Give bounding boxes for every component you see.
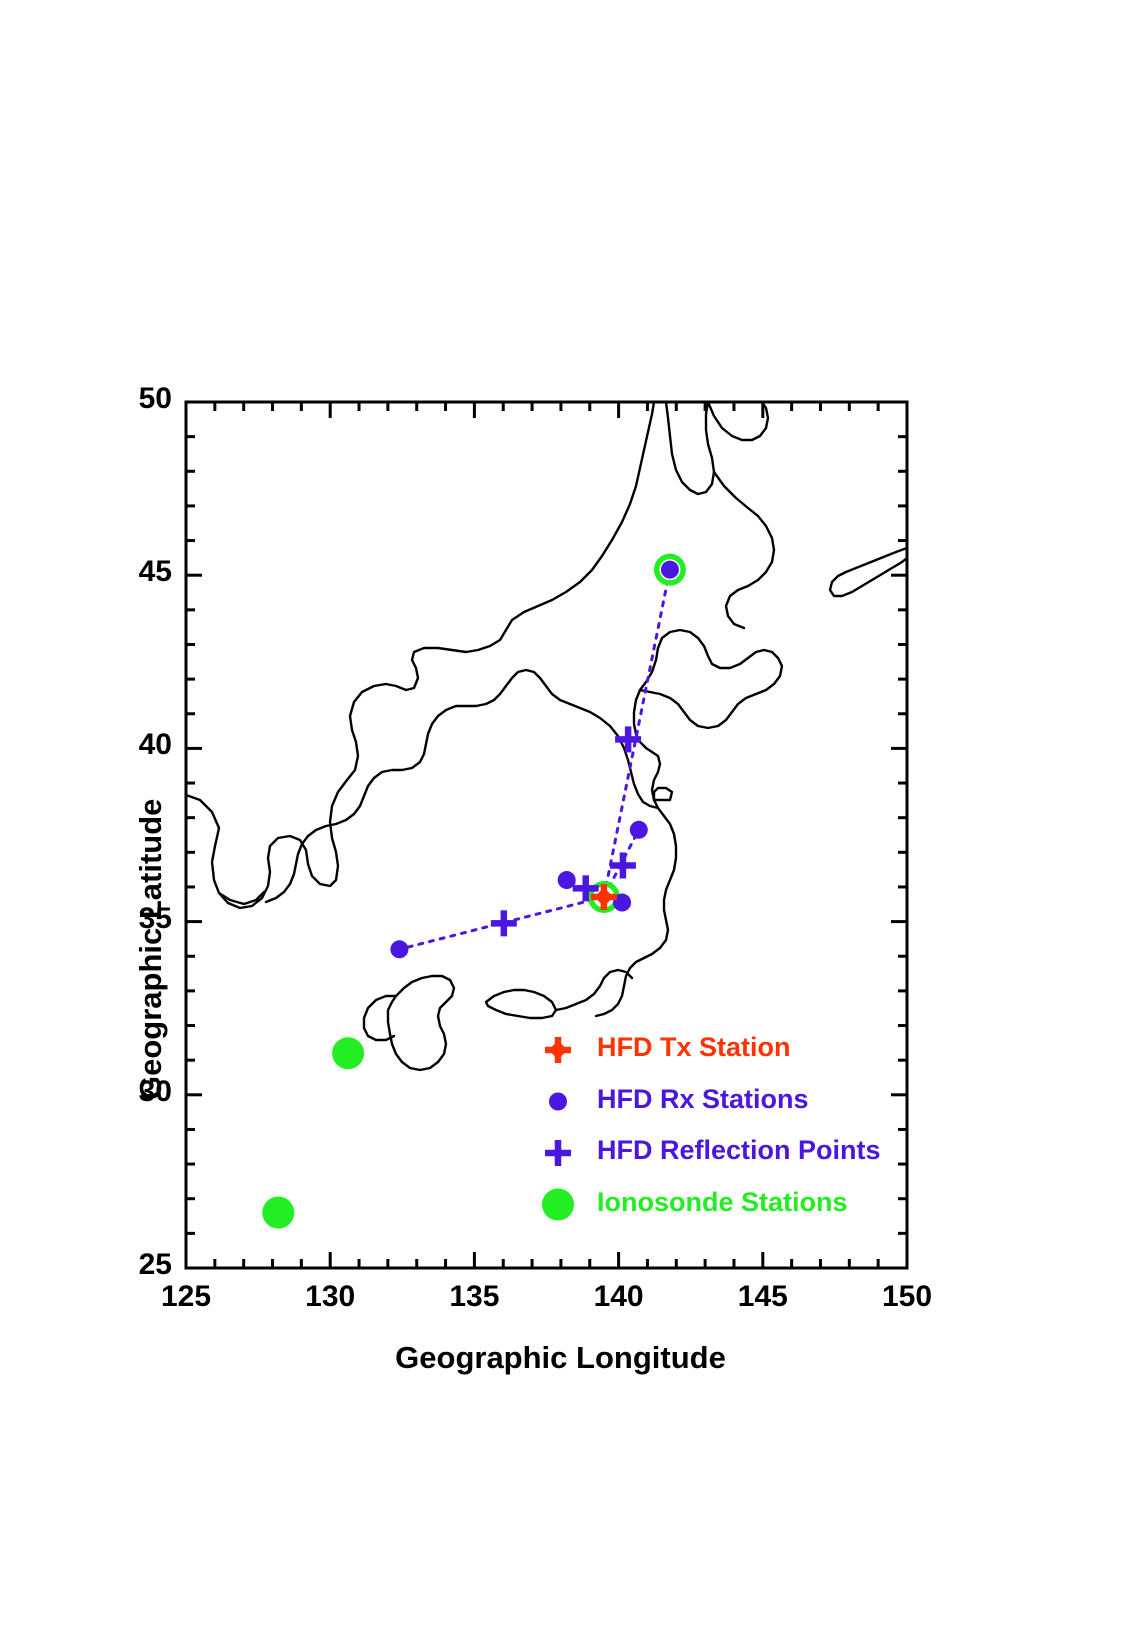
x-tick-label: 145 [737,1280,788,1313]
legend-plus-icon [545,1140,571,1166]
coastline-kuril-arc [712,470,776,630]
coastline-sakhalin [664,402,716,496]
coastline-honshu-north-inlet [652,786,674,802]
legend-label: HFD Rx Stations [597,1083,809,1114]
ionosonde-station-marker [332,1037,365,1070]
x-tick-label: 135 [449,1280,500,1313]
rx-station-marker [390,940,409,959]
legend-ionosonde-icon [542,1188,574,1221]
coastline-mainland-asia [186,402,656,910]
legend-label: HFD Reflection Points [597,1135,881,1165]
x-axis-title: Geographic Longitude [395,1340,726,1375]
y-tick-label: 45 [138,555,172,589]
path-tx-to-hiroshima [397,895,606,951]
plot-frame [184,400,909,1270]
coastline-layer [186,402,907,1072]
legend-label: HFD Tx Station [597,1032,791,1062]
path-tx-to-wakkanai [602,568,672,899]
legend-label: Ionosonde Stations [597,1186,848,1217]
coastline-hokkaido-southwest [632,688,662,810]
x-tick-label: 140 [593,1280,644,1313]
rx-station-marker [660,560,679,579]
legend-tx-icon [545,1037,571,1063]
y-tick-label: 35 [138,901,172,935]
reflection-point-marker [572,875,599,902]
x-tick-label: 130 [305,1280,356,1313]
coastline-honshu-pacific [594,806,678,1018]
ionosonde-station-marker [262,1196,295,1229]
x-tick-label: 125 [160,1280,212,1313]
coastline-kyushu [386,974,456,1072]
coastline-hokkaido [638,628,784,730]
coastline-islet-northeast [828,546,907,598]
y-tick-label: 30 [138,1074,172,1108]
legend-marker-layer [542,1037,574,1221]
y-axis-title: Geographic Latitude [133,798,168,1100]
legend-rx-icon [549,1092,567,1111]
coastline-kyushu-west [362,994,398,1042]
coastline-kii-peninsula [554,968,634,1012]
reflection-point-marker [490,910,517,937]
tx-station-marker [590,884,617,911]
y-tick-label: 40 [138,728,172,762]
rx-station-marker [629,820,648,839]
y-tick-label: 25 [138,1248,172,1281]
rx-station-marker [613,893,632,912]
coastline-honshu [264,668,660,904]
reflection-point-marker [615,726,642,753]
rx-station-marker [557,871,576,890]
y-tick-label: 50 [138,382,172,415]
x-tick-label: 150 [881,1280,933,1313]
coastline-sakhalin-east [706,402,770,442]
axis-ticks [184,400,909,1270]
marker-layer [262,553,686,1229]
coastline-korea-south [217,890,266,906]
reflection-point-marker [609,852,636,879]
